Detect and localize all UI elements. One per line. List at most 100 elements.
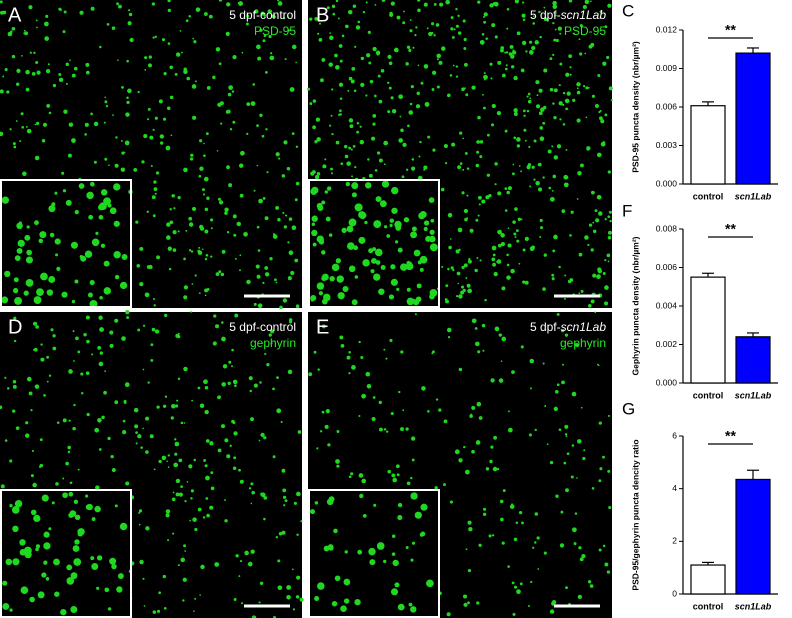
puncta: [209, 441, 214, 446]
puncta: [41, 494, 49, 502]
puncta: [255, 264, 260, 269]
puncta: [366, 53, 371, 58]
puncta: [588, 223, 593, 227]
puncta: [496, 467, 500, 471]
puncta: [580, 289, 584, 293]
panel-label: D: [8, 316, 22, 338]
puncta: [278, 532, 283, 536]
puncta: [506, 7, 510, 11]
puncta: [578, 38, 581, 41]
puncta: [137, 328, 141, 332]
puncta: [569, 278, 574, 282]
puncta: [354, 45, 357, 48]
puncta: [212, 75, 216, 80]
puncta: [58, 77, 64, 83]
puncta: [134, 424, 139, 429]
puncta: [492, 534, 495, 537]
puncta: [138, 509, 143, 513]
puncta: [410, 85, 414, 89]
puncta: [226, 165, 230, 170]
puncta: [365, 371, 371, 377]
puncta: [312, 125, 316, 130]
puncta: [216, 149, 219, 152]
puncta: [590, 42, 595, 47]
puncta: [116, 586, 123, 593]
puncta: [99, 45, 102, 49]
puncta: [507, 565, 510, 568]
puncta: [576, 477, 578, 479]
puncta: [193, 40, 197, 44]
puncta: [103, 121, 106, 124]
puncta: [125, 481, 130, 486]
puncta: [239, 163, 244, 168]
puncta: [94, 427, 100, 433]
puncta: [395, 464, 400, 469]
puncta: [391, 534, 396, 538]
puncta: [554, 14, 557, 17]
puncta: [389, 218, 395, 223]
puncta: [509, 44, 514, 49]
puncta: [553, 38, 557, 42]
puncta: [475, 163, 480, 168]
puncta: [206, 513, 210, 518]
puncta: [380, 68, 385, 73]
puncta: [594, 311, 597, 314]
puncta: [236, 221, 242, 227]
puncta: [23, 29, 26, 32]
puncta: [137, 90, 140, 94]
puncta: [276, 376, 279, 379]
puncta: [376, 52, 380, 56]
puncta: [534, 40, 539, 45]
puncta: [504, 209, 508, 212]
puncta: [553, 406, 559, 412]
puncta: [469, 414, 473, 418]
puncta: [426, 27, 429, 30]
puncta: [526, 95, 529, 98]
puncta: [533, 15, 535, 18]
puncta: [296, 533, 299, 536]
puncta: [200, 564, 205, 570]
puncta: [479, 140, 484, 144]
y-tick-label: 2: [672, 536, 677, 546]
puncta: [483, 12, 488, 17]
puncta: [594, 209, 598, 213]
puncta: [188, 249, 192, 252]
puncta: [531, 45, 536, 51]
puncta: [69, 510, 77, 517]
puncta: [467, 259, 472, 264]
puncta: [218, 0, 223, 2]
puncta: [38, 238, 44, 244]
puncta: [508, 52, 513, 56]
puncta: [11, 506, 20, 514]
significance-label: **: [725, 428, 736, 444]
puncta: [512, 220, 516, 224]
puncta: [479, 259, 482, 262]
puncta: [25, 278, 34, 287]
puncta: [582, 84, 586, 88]
puncta: [103, 390, 107, 395]
puncta: [218, 270, 222, 274]
puncta: [74, 279, 79, 284]
puncta: [516, 31, 521, 36]
puncta: [526, 109, 530, 113]
puncta: [186, 481, 189, 483]
puncta: [532, 22, 536, 25]
puncta: [609, 219, 612, 223]
puncta: [390, 588, 399, 596]
puncta: [153, 187, 158, 192]
puncta: [263, 517, 266, 521]
puncta: [47, 63, 50, 66]
puncta: [591, 94, 595, 98]
puncta: [364, 220, 368, 225]
puncta: [241, 51, 244, 54]
puncta: [352, 145, 356, 148]
puncta: [120, 139, 123, 142]
x-tick-label: scn1Lab: [735, 601, 772, 611]
puncta: [188, 14, 191, 18]
puncta: [85, 371, 90, 375]
puncta: [167, 510, 170, 513]
puncta: [419, 532, 424, 537]
puncta: [250, 482, 254, 486]
puncta: [115, 136, 118, 139]
puncta: [371, 417, 376, 422]
